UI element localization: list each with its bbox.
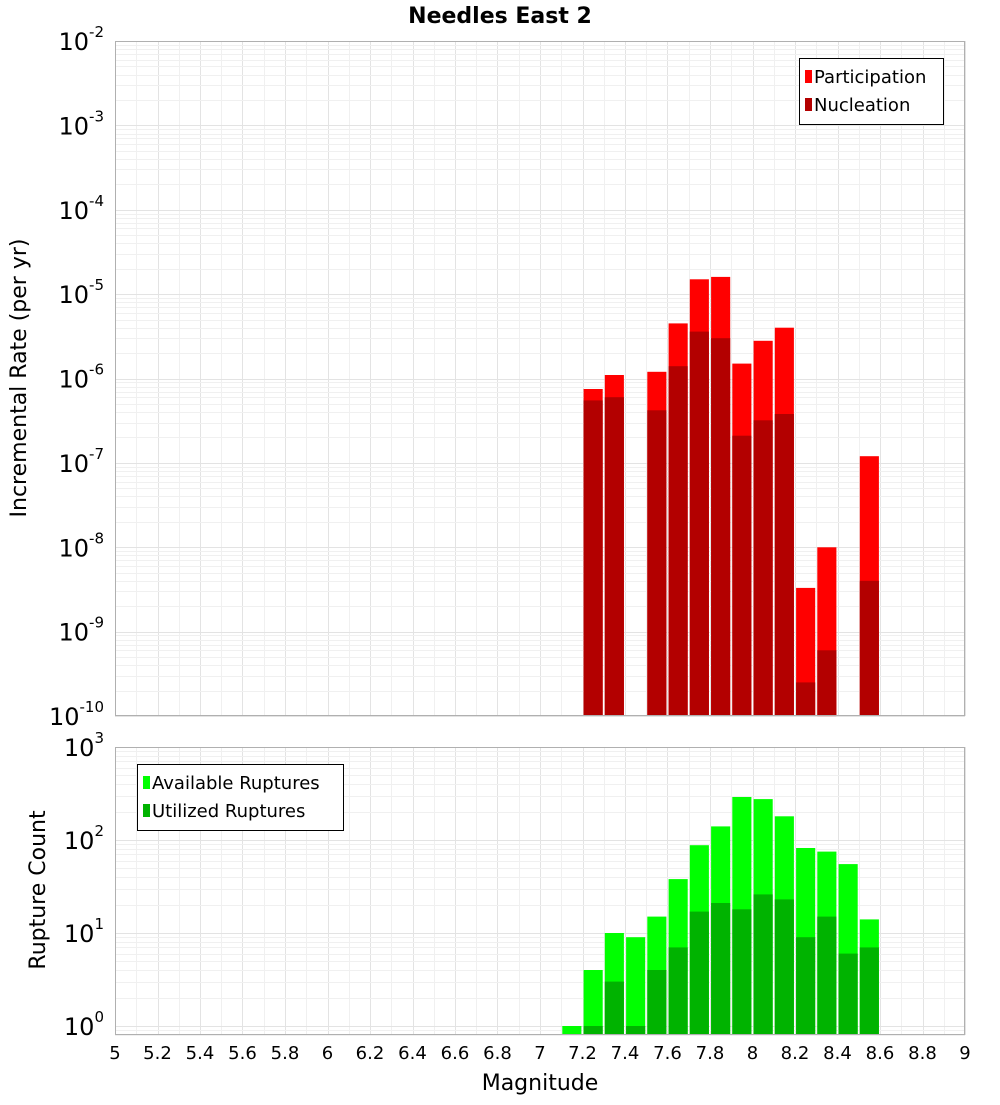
bar-utilized-ruptures [583, 1026, 603, 1035]
panel-1: 10-2 10-3 10-4 10-5 10-6 10-7 10-8 10-9 10-10 Par… [49, 23, 966, 731]
bar-nucleation [668, 366, 688, 716]
bar-nucleation [817, 650, 837, 716]
plot-frame [115, 41, 965, 716]
x-tick-label: 8.8 [908, 1043, 937, 1064]
bar-utilized-ruptures [626, 1026, 646, 1035]
y-tick-label: 10-7 [58, 445, 104, 478]
bar-utilized-ruptures [796, 937, 816, 1035]
legend-label: Participation [814, 67, 926, 88]
x-tick-label: 5.6 [228, 1043, 257, 1064]
x-tick-label: 5.2 [143, 1043, 172, 1064]
legend-swatch [143, 804, 150, 817]
grid-lines [115, 41, 966, 717]
bar-nucleation [647, 410, 667, 716]
bar-utilized-ruptures [838, 953, 858, 1035]
y-tick-label: 10-5 [58, 276, 104, 309]
bar-utilized-ruptures [774, 899, 794, 1035]
x-tick-label: 6.2 [356, 1043, 385, 1064]
bar-nucleation [711, 338, 731, 716]
x-tick-label: 7.2 [568, 1043, 597, 1064]
x-tick-label: 7.6 [653, 1043, 682, 1064]
bar-available-ruptures [583, 970, 603, 1035]
series-utilized-ruptures [583, 894, 879, 1035]
bar-nucleation [859, 580, 879, 716]
legend-box [137, 764, 344, 831]
legend-label: Nucleation [814, 95, 910, 116]
bar-utilized-ruptures [647, 970, 667, 1035]
bar-nucleation [689, 331, 709, 716]
bar-utilized-ruptures [668, 947, 688, 1035]
x-tick-label: 7.8 [696, 1043, 725, 1064]
x-tick-label: 6 [322, 1043, 333, 1064]
x-tick-label: 7 [534, 1043, 545, 1064]
y-tick-label: 10-4 [58, 192, 104, 225]
bar-available-ruptures [626, 937, 646, 1035]
bar-nucleation [583, 400, 603, 716]
bar-nucleation [774, 414, 794, 716]
y-tick-labels: 103 102 101 100 [64, 729, 104, 1041]
y-tick-label: 103 [64, 729, 104, 762]
bar-utilized-ruptures [859, 947, 879, 1035]
chart-title: Needles East 2 [408, 4, 592, 29]
bar-utilized-ruptures [689, 911, 709, 1035]
bar-available-ruptures [562, 1026, 582, 1035]
x-tick-label: 6.4 [398, 1043, 427, 1064]
bar-nucleation [604, 397, 624, 716]
bar-nucleation [796, 682, 816, 716]
x-tick-label: 5.8 [271, 1043, 300, 1064]
x-axis-title: Magnitude [482, 1071, 599, 1096]
bar-utilized-ruptures [711, 903, 731, 1035]
x-tick-label: 7.4 [611, 1043, 640, 1064]
legend: Participation Nucleation [799, 58, 944, 125]
bar-utilized-ruptures [732, 909, 752, 1035]
bar-utilized-ruptures [604, 981, 624, 1035]
y-tick-label: 10-8 [58, 529, 104, 562]
y-tick-label: 10-10 [49, 698, 104, 731]
legend-box [799, 58, 944, 125]
x-tick-label: 9 [959, 1043, 970, 1064]
bar-nucleation [732, 435, 752, 716]
legend: Available Ruptures Utilized Ruptures [137, 764, 344, 831]
x-tick-label: 8.6 [866, 1043, 895, 1064]
y-tick-label: 101 [64, 915, 104, 948]
top-y-axis-title: Incremental Rate (per yr) [7, 239, 32, 518]
plot-frame [115, 747, 965, 1035]
y-tick-label: 100 [64, 1008, 104, 1041]
bar-utilized-ruptures [753, 894, 773, 1035]
y-tick-label: 10-2 [58, 23, 104, 56]
bar-utilized-ruptures [817, 916, 837, 1035]
bar-nucleation [753, 420, 773, 716]
series-nucleation [583, 331, 879, 716]
legend-label: Utilized Ruptures [152, 801, 305, 822]
y-tick-label: 10-3 [58, 107, 104, 140]
bottom-y-axis-title: Rupture Count [26, 810, 51, 970]
y-tick-labels: 10-2 10-3 10-4 10-5 10-6 10-7 10-8 10-9 10-10 [49, 23, 104, 731]
x-tick-label: 8 [747, 1043, 758, 1064]
x-tick-label: 6.8 [483, 1043, 512, 1064]
x-tick-label: 5.4 [186, 1043, 215, 1064]
legend-swatch [805, 98, 812, 111]
x-tick-label: 8.2 [781, 1043, 810, 1064]
legend-label: Available Ruptures [152, 773, 320, 794]
y-tick-label: 102 [64, 822, 104, 855]
legend-swatch [805, 70, 812, 83]
x-tick-label: 5 [109, 1043, 120, 1064]
x-tick-label: 8.4 [823, 1043, 852, 1064]
legend-swatch [143, 776, 150, 789]
x-tick-labels: 5 5.2 5.4 5.6 5.8 6 6.2 6.4 6.6 6.8 7 7.2 7.4 7.6 7.8 8… [109, 1043, 970, 1064]
y-tick-label: 10-9 [58, 614, 104, 647]
x-tick-label: 6.6 [441, 1043, 470, 1064]
y-tick-label: 10-6 [58, 361, 104, 394]
